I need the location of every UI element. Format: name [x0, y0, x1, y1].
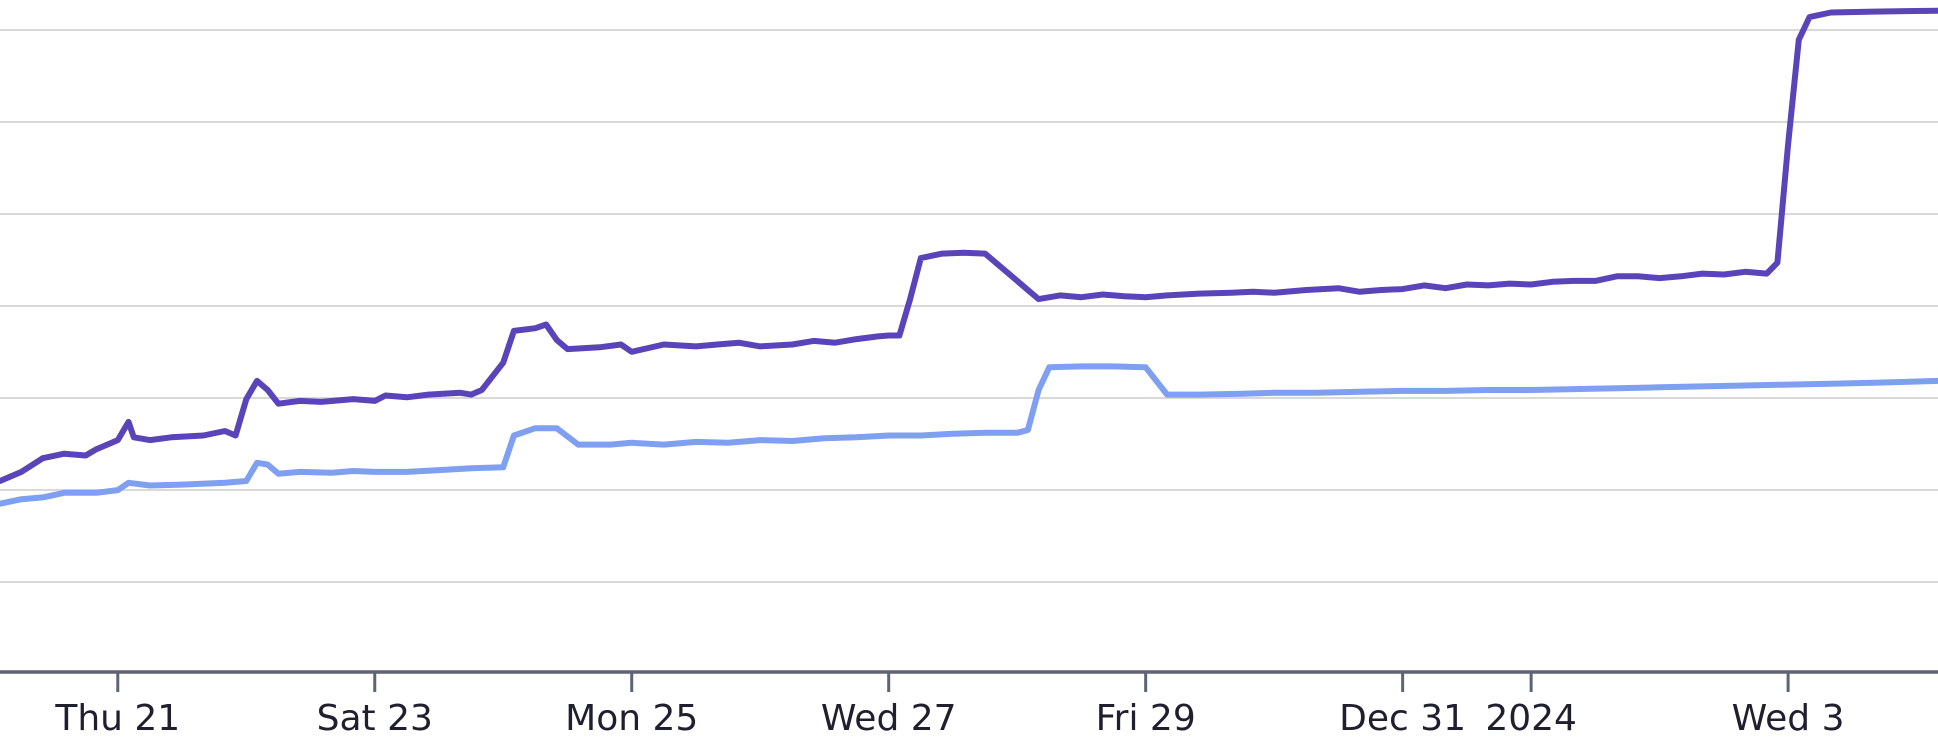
- x-tick-label: Sat 23: [317, 698, 433, 739]
- x-tick-label: Wed 3: [1732, 698, 1845, 739]
- x-axis-ticks: Thu 21 Sat 23 Mon 25 Wed 27 Fri 29 Dec 31 2024…: [54, 672, 1845, 739]
- x-tick-label: Mon 25: [565, 698, 698, 739]
- series-line-1: [0, 7, 1938, 484]
- x-tick-label: Thu 21: [54, 698, 180, 739]
- x-tick-label: Dec 31: [1339, 698, 1466, 739]
- x-tick-label: 2024: [1485, 698, 1577, 739]
- series-layer: [0, 7, 1938, 507]
- grid-lines: [0, 29, 1938, 583]
- series-line-2: [0, 363, 1938, 507]
- x-tick-label: Wed 27: [821, 698, 957, 739]
- x-tick-label: Fri 29: [1096, 698, 1196, 739]
